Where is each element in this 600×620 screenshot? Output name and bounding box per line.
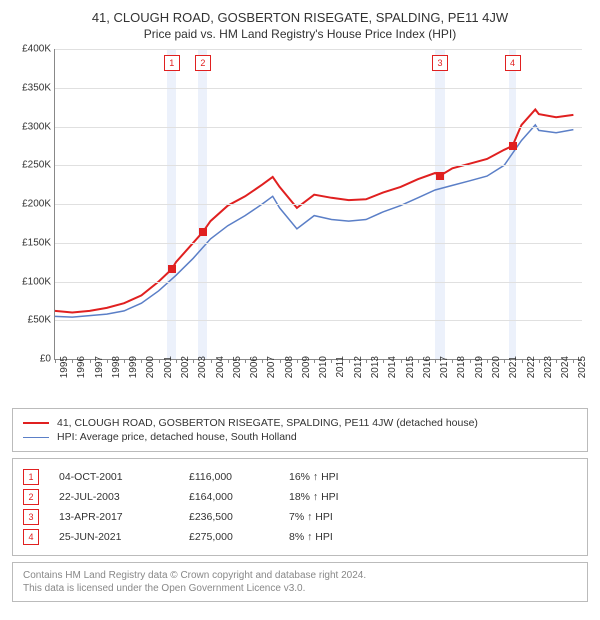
x-axis-label: 2025 bbox=[577, 356, 588, 378]
transaction-vs-hpi: 18% ↑ HPI bbox=[289, 491, 399, 503]
chart-container: 41, CLOUGH ROAD, GOSBERTON RISEGATE, SPA… bbox=[0, 0, 600, 402]
x-axis-label: 2016 bbox=[422, 356, 433, 378]
legend-swatch bbox=[23, 437, 49, 438]
legend: 41, CLOUGH ROAD, GOSBERTON RISEGATE, SPA… bbox=[12, 408, 588, 452]
x-axis-label: 2000 bbox=[145, 356, 156, 378]
y-axis-label: £50K bbox=[11, 315, 51, 326]
x-axis-label: 2023 bbox=[543, 356, 554, 378]
x-axis-label: 2022 bbox=[526, 356, 537, 378]
x-axis-label: 2011 bbox=[335, 356, 346, 378]
x-axis-label: 2014 bbox=[387, 356, 398, 378]
x-axis-label: 2005 bbox=[232, 356, 243, 378]
transaction-index: 1 bbox=[23, 469, 39, 485]
x-axis-label: 2008 bbox=[284, 356, 295, 378]
price-marker bbox=[436, 172, 444, 180]
x-axis-label: 2018 bbox=[456, 356, 467, 378]
transaction-price: £275,000 bbox=[189, 531, 289, 543]
transactions-table: 1 04-OCT-2001£116,00016% ↑ HPI 2 22-JUL-200… bbox=[12, 458, 588, 556]
x-axis-label: 2015 bbox=[405, 356, 416, 378]
x-axis-label: 2004 bbox=[215, 356, 226, 378]
x-axis-label: 2001 bbox=[163, 356, 174, 378]
transaction-index: 2 bbox=[23, 489, 39, 505]
footer-line-2: This data is licensed under the Open Gov… bbox=[23, 582, 577, 595]
transaction-date: 04-OCT-2001 bbox=[59, 471, 189, 483]
x-axis-label: 2020 bbox=[491, 356, 502, 378]
y-axis-label: £150K bbox=[11, 237, 51, 248]
legend-swatch bbox=[23, 422, 49, 424]
x-axis-label: 1998 bbox=[111, 356, 122, 378]
x-axis-label: 2021 bbox=[508, 356, 519, 378]
transaction-price: £164,000 bbox=[189, 491, 289, 503]
price-marker-label: 1 bbox=[164, 55, 180, 71]
transaction-date: 25-JUN-2021 bbox=[59, 531, 189, 543]
x-axis-label: 2013 bbox=[370, 356, 381, 378]
data-attribution: Contains HM Land Registry data © Crown c… bbox=[12, 562, 588, 602]
transaction-index: 4 bbox=[23, 529, 39, 545]
transaction-date: 22-JUL-2003 bbox=[59, 491, 189, 503]
x-axis-label: 2002 bbox=[180, 356, 191, 378]
transaction-row: 3 13-APR-2017£236,5007% ↑ HPI bbox=[23, 509, 577, 525]
legend-label: HPI: Average price, detached house, Sout… bbox=[57, 431, 297, 443]
y-axis-label: £300K bbox=[11, 121, 51, 132]
x-axis-label: 1995 bbox=[59, 356, 70, 378]
transaction-row: 4 25-JUN-2021£275,0008% ↑ HPI bbox=[23, 529, 577, 545]
y-axis-label: £200K bbox=[11, 199, 51, 210]
x-axis-label: 2010 bbox=[318, 356, 329, 378]
transaction-date: 13-APR-2017 bbox=[59, 511, 189, 523]
y-axis-label: £100K bbox=[11, 276, 51, 287]
price-marker-label: 2 bbox=[195, 55, 211, 71]
x-axis-label: 2007 bbox=[266, 356, 277, 378]
price-marker-label: 3 bbox=[432, 55, 448, 71]
transaction-vs-hpi: 7% ↑ HPI bbox=[289, 511, 399, 523]
y-axis-label: £0 bbox=[11, 354, 51, 365]
x-axis-label: 2003 bbox=[197, 356, 208, 378]
x-axis-label: 2017 bbox=[439, 356, 450, 378]
chart-subtitle: Price paid vs. HM Land Registry's House … bbox=[12, 27, 588, 41]
x-axis-label: 2019 bbox=[474, 356, 485, 378]
legend-item: 41, CLOUGH ROAD, GOSBERTON RISEGATE, SPA… bbox=[23, 417, 577, 429]
transaction-price: £236,500 bbox=[189, 511, 289, 523]
x-axis-label: 1999 bbox=[128, 356, 139, 378]
x-axis-label: 1996 bbox=[76, 356, 87, 378]
y-axis-label: £400K bbox=[11, 44, 51, 55]
price-marker bbox=[509, 142, 517, 150]
transaction-price: £116,000 bbox=[189, 471, 289, 483]
x-axis-label: 2012 bbox=[353, 356, 364, 378]
plot-area: £0£50K£100K£150K£200K£250K£300K£350K£400… bbox=[54, 49, 582, 360]
legend-label: 41, CLOUGH ROAD, GOSBERTON RISEGATE, SPA… bbox=[57, 417, 478, 429]
price-marker bbox=[168, 265, 176, 273]
transaction-index: 3 bbox=[23, 509, 39, 525]
y-axis-label: £350K bbox=[11, 82, 51, 93]
x-axis-label: 2009 bbox=[301, 356, 312, 378]
legend-item: HPI: Average price, detached house, Sout… bbox=[23, 431, 577, 443]
transaction-row: 2 22-JUL-2003£164,00018% ↑ HPI bbox=[23, 489, 577, 505]
chart-title: 41, CLOUGH ROAD, GOSBERTON RISEGATE, SPA… bbox=[12, 10, 588, 25]
price-marker bbox=[199, 228, 207, 236]
footer-line-1: Contains HM Land Registry data © Crown c… bbox=[23, 569, 577, 582]
y-axis-label: £250K bbox=[11, 160, 51, 171]
x-axis-label: 2024 bbox=[560, 356, 571, 378]
transaction-vs-hpi: 8% ↑ HPI bbox=[289, 531, 399, 543]
x-axis-label: 2006 bbox=[249, 356, 260, 378]
transaction-row: 1 04-OCT-2001£116,00016% ↑ HPI bbox=[23, 469, 577, 485]
x-axis-label: 1997 bbox=[94, 356, 105, 378]
price-marker-label: 4 bbox=[505, 55, 521, 71]
transaction-vs-hpi: 16% ↑ HPI bbox=[289, 471, 399, 483]
